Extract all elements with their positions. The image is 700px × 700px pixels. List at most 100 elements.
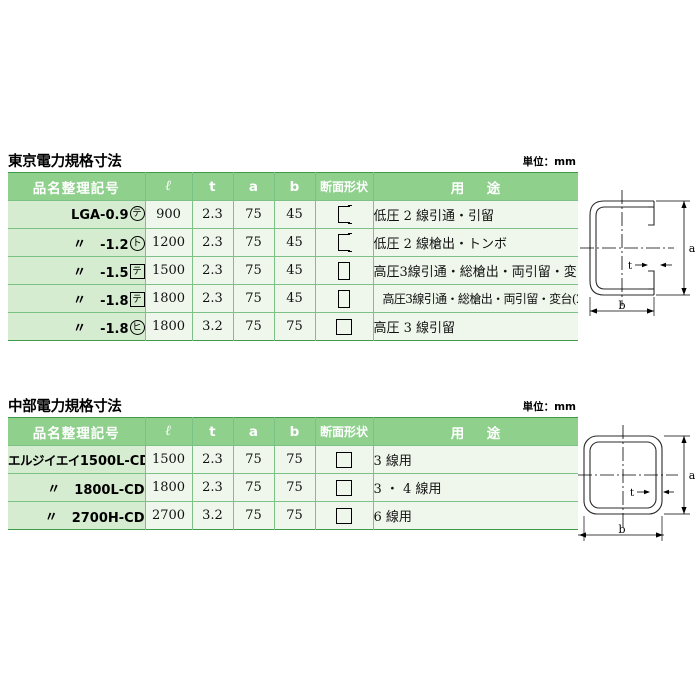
col-header-use-right: 途	[486, 425, 501, 442]
cell-length: 1500	[145, 256, 193, 285]
cell-a: 75	[233, 445, 275, 474]
spec-section-tokyo: 東京電力規格寸法 単位：mm 品名整理記号 ℓ t a b 断面形状 用途 LG…	[8, 150, 692, 341]
cell-b: 45	[274, 256, 316, 285]
cell-thickness: 2.3	[192, 284, 234, 313]
cell-a: 75	[233, 473, 275, 502]
table-row: 〃 -1.8 ヒ 1800 3.2 75 75 高圧 3 線引留	[8, 312, 578, 341]
col-header-thickness: t	[192, 172, 234, 201]
table-body-tokyo: LGA-0.9 テ 900 2.3 75 45 低圧 2 線引通・引留〃 -1.2 ト 1200 2…	[8, 200, 578, 341]
section-title: 東京電力規格寸法	[8, 154, 122, 170]
cell-usage: 高圧3線引通・総槍出・両引留・変台	[373, 256, 578, 285]
arrowhead-t-left	[644, 489, 650, 495]
cell-a: 75	[233, 200, 275, 229]
code-text: 1500L-CD	[79, 454, 145, 469]
col-header-a: a	[233, 417, 275, 446]
cell-product-code: 〃 -1.2 ト	[8, 228, 146, 257]
arrowhead-a-top	[681, 436, 687, 443]
channel-lip-bottom	[648, 270, 655, 295]
cell-thickness: 2.3	[192, 200, 234, 229]
section-header: 東京電力規格寸法 単位：mm	[8, 150, 578, 172]
col-header-a: a	[233, 172, 275, 201]
cell-product-code: エルジイエイ1500L-CD	[8, 445, 146, 474]
code-text: -1.8	[100, 321, 129, 337]
dim-label-t: t	[628, 260, 633, 272]
cell-length: 1500	[145, 445, 193, 474]
section-header: 中部電力規格寸法 単位：mm	[8, 395, 578, 417]
circled-kana-mark: ト	[129, 235, 144, 251]
dim-label-b: b	[618, 299, 625, 312]
shape-glyph-channel	[338, 205, 352, 224]
col-header-use: 用途	[373, 417, 578, 446]
cell-a: 75	[233, 256, 275, 285]
cell-length: 1200	[145, 228, 193, 257]
shape-glyph-square	[336, 479, 352, 496]
cell-usage: 3 線用	[373, 445, 578, 474]
col-header-b: b	[274, 172, 316, 201]
circled-kana-mark: テ	[129, 206, 144, 221]
cell-thickness: 2.3	[192, 473, 234, 502]
dim-label-b: b	[618, 523, 625, 536]
cell-product-code: 〃 -1.8 ヒ	[8, 312, 146, 341]
col-header-length: ℓ	[145, 417, 193, 446]
arrowhead-t-left	[642, 262, 648, 268]
cell-usage: 3 ・ 4 線用	[373, 473, 578, 502]
code-text: LGA-0.9	[71, 208, 129, 223]
cell-thickness: 3.2	[192, 312, 234, 341]
spec-table-chubu: 品名整理記号 ℓ t a b 断面形状 用途 エルジイエイ1500L-CD 150…	[8, 417, 578, 530]
spec-table-tokyo: 品名整理記号 ℓ t a b 断面形状 用途 LGA-0.9 テ 900 2.3 75 4…	[8, 172, 578, 341]
channel-inner-wall	[595, 206, 654, 290]
code-text: -1.2	[100, 237, 129, 253]
cell-product-code: 〃 1800L-CD	[8, 473, 146, 502]
table-row: エルジイエイ1500L-CD 1500 2.3 75 75 3 線用	[8, 445, 578, 474]
cell-a: 75	[233, 501, 275, 530]
shape-glyph-square	[336, 318, 352, 335]
arrowhead-b-left	[590, 308, 597, 314]
cell-b: 45	[274, 200, 316, 229]
ditto-mark: 〃	[73, 292, 87, 308]
cell-b: 45	[274, 228, 316, 257]
cell-length: 1800	[145, 473, 193, 502]
col-header-use-left: 用	[450, 425, 465, 442]
table-row: 〃 -1.8 テ 1800 2.3 75 45 高圧3線引通・総槍出・両引留・変台(2個)	[8, 284, 578, 313]
ditto-mark: 〃	[73, 264, 87, 280]
code-kana-prefix: エルジイエイ	[8, 453, 80, 468]
boxed-kana-mark: テ	[129, 263, 144, 279]
arrowhead-b-right	[647, 308, 654, 314]
col-header-use-left: 用	[450, 180, 465, 197]
cell-product-code: 〃 2700H-CD	[8, 501, 146, 530]
cell-cross-section-shape	[315, 228, 374, 257]
arrowhead-t-right	[660, 262, 666, 268]
table-row: 〃 1800L-CD 1800 2.3 75 75 3 ・ 4 線用	[8, 473, 578, 502]
cell-length: 1800	[145, 284, 193, 313]
arrowhead-b-right	[656, 532, 663, 538]
cell-thickness: 2.3	[192, 256, 234, 285]
col-header-shape: 断面形状	[315, 417, 374, 446]
cell-cross-section-shape	[315, 312, 374, 341]
cell-b: 45	[274, 284, 316, 313]
shape-glyph-square	[336, 507, 352, 524]
cell-a: 75	[233, 284, 275, 313]
cell-b: 75	[274, 445, 316, 474]
table-row: LGA-0.9 テ 900 2.3 75 45 低圧 2 線引通・引留	[8, 200, 578, 229]
code-text: 1800L-CD	[74, 482, 145, 498]
table-body-chubu: エルジイエイ1500L-CD 1500 2.3 75 75 3 線用〃 1800L-CD 18…	[8, 445, 578, 530]
ditto-mark: 〃	[73, 320, 87, 336]
tube-cross-section-svg: a b t	[578, 425, 696, 541]
ditto-mark: 〃	[44, 509, 58, 525]
cell-usage: 高圧3線引通・総槍出・両引留・変台(2個)	[373, 284, 578, 313]
col-header-shape: 断面形状	[315, 172, 374, 201]
cell-cross-section-shape	[315, 256, 374, 285]
cell-product-code: 〃 -1.8 テ	[8, 284, 146, 313]
cell-length: 2700	[145, 501, 193, 530]
section-title: 中部電力規格寸法	[8, 399, 122, 415]
dim-label-t: t	[630, 487, 635, 499]
shape-glyph-channel	[338, 233, 352, 252]
col-header-code: 品名整理記号	[8, 172, 146, 201]
code-text: -1.8	[100, 293, 129, 309]
col-header-b: b	[274, 417, 316, 446]
cell-usage: 低圧 2 線槍出・トンボ	[373, 228, 578, 257]
col-header-length: ℓ	[145, 172, 193, 201]
channel-lip-top	[648, 201, 655, 226]
col-header-thickness: t	[192, 417, 234, 446]
ditto-mark: 〃	[47, 481, 61, 497]
